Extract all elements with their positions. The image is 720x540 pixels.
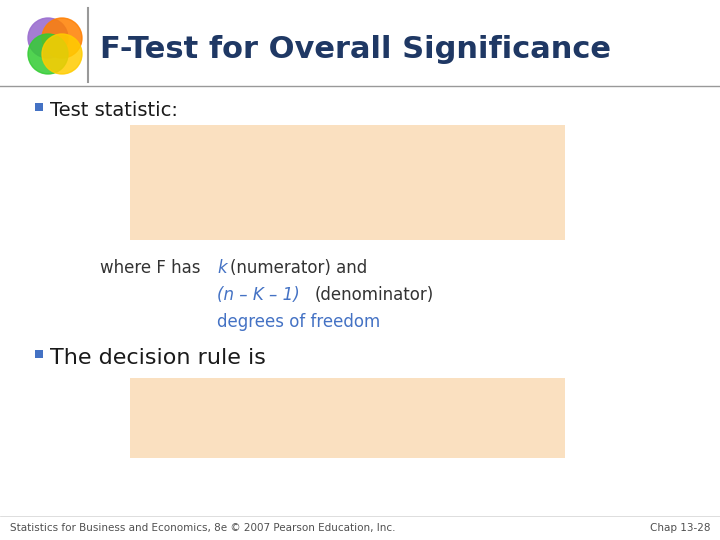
Circle shape bbox=[28, 18, 68, 58]
FancyBboxPatch shape bbox=[130, 125, 565, 240]
Text: Chap 13-28: Chap 13-28 bbox=[649, 523, 710, 533]
Circle shape bbox=[28, 34, 68, 74]
Circle shape bbox=[42, 18, 82, 58]
Text: $F = \dfrac{\mathsf{MSR}}{s_e^2} = \dfrac{\mathsf{SSR/K}}{\mathsf{SSE/(n-K-1)}}$: $F = \dfrac{\mathsf{MSR}}{s_e^2} = \dfra… bbox=[203, 156, 491, 210]
Text: where F has: where F has bbox=[100, 259, 200, 277]
Text: F-Test for Overall Significance: F-Test for Overall Significance bbox=[100, 36, 611, 64]
Text: $\mathsf{Reject}\ H_0\ \mathsf{if}\ \ F > F_{k,\,n-K-1,\,\alpha}$: $\mathsf{Reject}\ H_0\ \mathsf{if}\ \ F … bbox=[191, 405, 503, 431]
Text: (denominator): (denominator) bbox=[315, 286, 434, 304]
Text: Statistics for Business and Economics, 8e © 2007 Pearson Education, Inc.: Statistics for Business and Economics, 8… bbox=[10, 523, 395, 533]
Text: (n – K – 1): (n – K – 1) bbox=[217, 286, 300, 304]
FancyBboxPatch shape bbox=[130, 378, 565, 458]
Text: degrees of freedom: degrees of freedom bbox=[217, 313, 380, 331]
FancyBboxPatch shape bbox=[35, 350, 43, 358]
Text: Test statistic:: Test statistic: bbox=[50, 102, 178, 120]
Text: The decision rule is: The decision rule is bbox=[50, 348, 266, 368]
Circle shape bbox=[42, 34, 82, 74]
Text: (numerator) and: (numerator) and bbox=[230, 259, 367, 277]
Text: k: k bbox=[217, 259, 227, 277]
FancyBboxPatch shape bbox=[35, 103, 43, 111]
